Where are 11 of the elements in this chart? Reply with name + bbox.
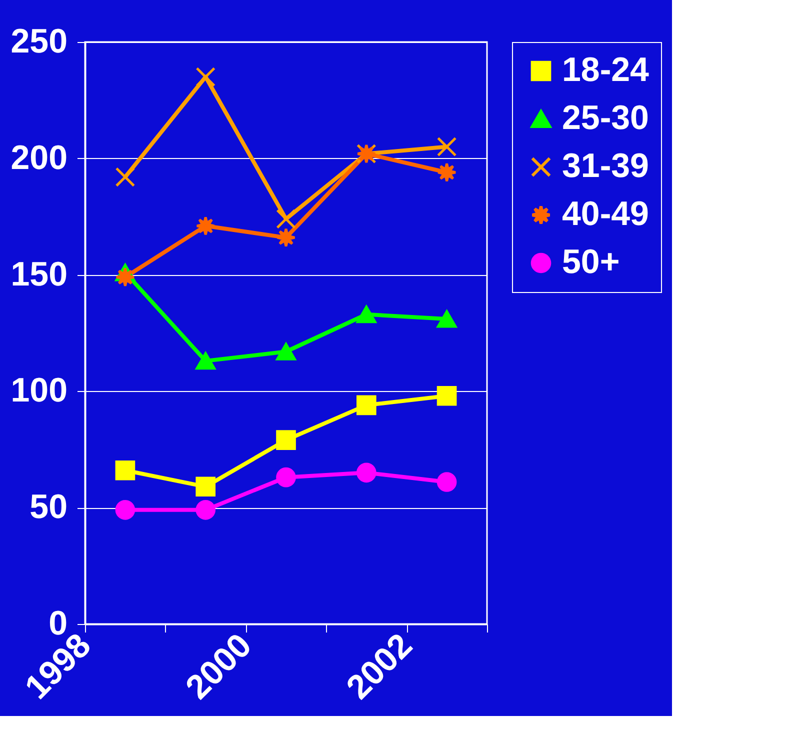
legend-label: 31-39 bbox=[562, 147, 649, 185]
y-tick-label: 100 bbox=[10, 372, 68, 410]
y-tick-label: 200 bbox=[10, 138, 68, 177]
legend-label: 18-24 bbox=[562, 51, 650, 89]
y-tick-label: 250 bbox=[10, 22, 68, 60]
legend-label: 50+ bbox=[562, 243, 620, 281]
legend-label: 25-30 bbox=[562, 99, 649, 137]
y-tick-label: 50 bbox=[30, 488, 68, 526]
legend-label: 40-49 bbox=[562, 195, 649, 233]
y-tick-label: 150 bbox=[10, 255, 68, 294]
y-tick-label: 0 bbox=[48, 604, 68, 642]
